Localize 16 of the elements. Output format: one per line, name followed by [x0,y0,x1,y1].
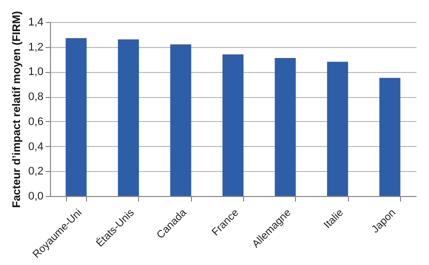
y-tick-label: 0,8 [28,91,44,104]
bar [379,78,400,196]
bar [274,58,296,196]
bar [118,39,139,196]
y-tick-label: 0,4 [28,140,44,153]
y-tick-label: 0,0 [28,190,44,202]
y-axis-title: Facteur d’impact relatif moyen (FIRM) [11,10,24,208]
y-tick-label: 1,4 [28,16,44,28]
y-tick-label: 1,0 [28,66,44,78]
bar [327,62,348,196]
y-tick-label: 1,2 [28,41,44,54]
bar [170,44,192,196]
y-tick-label: 0,6 [28,116,44,128]
bar [66,38,87,196]
bar [222,54,244,196]
y-tick-label: 0,2 [28,166,44,178]
